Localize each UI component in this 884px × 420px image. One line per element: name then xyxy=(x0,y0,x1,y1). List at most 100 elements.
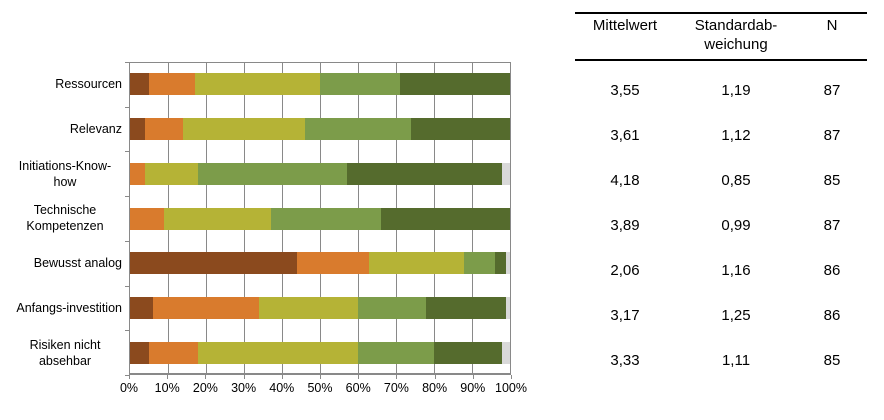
category-label: Ressourcen xyxy=(55,77,122,92)
category-label: Initiations-Know-how xyxy=(18,158,112,189)
table-row: 2,06 1,16 86 xyxy=(575,248,867,293)
statistics-table: Mittelwert Standardab-weichung N 3,55 1,1… xyxy=(575,12,867,383)
x-tick-label: 50% xyxy=(307,381,333,395)
x-tick-mark xyxy=(167,375,169,379)
table-cell-mittelwert: 2,06 xyxy=(610,261,640,279)
y-tick-mark xyxy=(125,285,129,287)
medium-green-segment xyxy=(198,162,347,185)
table-cell-sd: 0,85 xyxy=(721,171,751,189)
orange-segment xyxy=(149,341,199,364)
dark-green-segment xyxy=(346,162,503,185)
dark-brown-segment xyxy=(130,296,153,319)
bar-row xyxy=(130,73,510,96)
table-row: 3,55 1,19 87 xyxy=(575,68,867,113)
dark-green-segment xyxy=(399,73,510,96)
x-tick-label: 90% xyxy=(460,381,486,395)
dark-green-segment xyxy=(433,341,503,364)
category-axis: Ressourcen Relevanz Initiations-Know-how Te… xyxy=(0,62,122,375)
orange-segment xyxy=(145,118,184,141)
bar-row xyxy=(130,118,510,141)
table-cell-n: 87 xyxy=(823,81,841,99)
bar-row xyxy=(130,341,510,364)
x-tick-label: 10% xyxy=(154,381,180,395)
dark-brown-segment xyxy=(130,73,149,96)
light-gray-segment xyxy=(506,296,510,319)
x-tick-mark xyxy=(320,375,321,379)
medium-green-segment xyxy=(464,252,495,275)
dark-green-segment xyxy=(494,252,507,275)
orange-segment xyxy=(130,162,146,185)
table-cell-n: 86 xyxy=(823,306,841,324)
table-header-n: N xyxy=(826,17,838,34)
table-cell-n: 87 xyxy=(823,216,841,234)
table-cell-sd: 1,12 xyxy=(721,126,751,144)
table-cell-sd: 0,99 xyxy=(721,216,751,234)
medium-green-segment xyxy=(357,296,427,319)
y-tick-mark xyxy=(125,330,129,332)
orange-segment xyxy=(130,207,165,230)
dark-green-segment xyxy=(411,118,510,141)
table-row: 3,89 0,99 87 xyxy=(575,203,867,248)
y-tick-mark xyxy=(125,106,129,108)
dark-brown-segment xyxy=(130,118,146,141)
orange-segment xyxy=(152,296,260,319)
table-cell-sd: 1,16 xyxy=(721,261,751,279)
table-header-mittelwert: Mittelwert xyxy=(592,17,658,34)
x-tick-label: 60% xyxy=(345,381,371,395)
table-cell-mittelwert: 4,18 xyxy=(610,171,640,189)
bar-row xyxy=(130,252,510,275)
x-axis-labels: 0% 10% 20% 30% 40% 50% 60% 70% 80% 90% 100% xyxy=(120,381,527,397)
table-row: 4,18 0,85 85 xyxy=(575,158,867,203)
bar-row xyxy=(130,207,510,230)
light-gray-segment xyxy=(502,341,510,364)
orange-segment xyxy=(149,73,195,96)
table-cell-n: 85 xyxy=(823,351,841,369)
dark-green-segment xyxy=(426,296,507,319)
x-tick-mark xyxy=(129,375,130,379)
table-row: 3,33 1,11 85 xyxy=(575,338,867,383)
x-tick-label: 20% xyxy=(192,381,218,395)
table-cell-n: 86 xyxy=(823,261,841,279)
medium-green-segment xyxy=(357,341,434,364)
x-tick-mark xyxy=(243,375,245,379)
y-tick-mark xyxy=(125,240,129,242)
x-tick-label: 40% xyxy=(269,381,295,395)
table-header-row: Mittelwert Standardab-weichung N xyxy=(575,12,867,61)
bar-row xyxy=(130,296,510,319)
dark-green-segment xyxy=(380,207,510,230)
medium-green-segment xyxy=(319,73,400,96)
light-gray-segment xyxy=(502,162,510,185)
table-cell-sd: 1,19 xyxy=(721,81,751,99)
table-cell-mittelwert: 3,61 xyxy=(610,126,640,144)
table-cell-mittelwert: 3,17 xyxy=(610,306,640,324)
category-label: Technische Kompetenzen xyxy=(26,203,104,234)
x-tick-label: 80% xyxy=(422,381,448,395)
x-tick-mark xyxy=(281,375,283,379)
dark-brown-segment xyxy=(130,341,149,364)
medium-green-segment xyxy=(270,207,381,230)
yellow-green-segment xyxy=(259,296,358,319)
x-tick-label: 100% xyxy=(495,381,527,395)
table-row: 3,61 1,12 87 xyxy=(575,113,867,158)
table-cell-mittelwert: 3,89 xyxy=(610,216,640,234)
x-tick-label: 0% xyxy=(119,381,139,395)
x-tick-mark xyxy=(511,375,512,379)
bar-row xyxy=(130,162,510,185)
x-tick-label: 30% xyxy=(231,381,257,395)
orange-segment xyxy=(297,252,370,275)
table-cell-n: 85 xyxy=(823,171,841,189)
table-cell-mittelwert: 3,33 xyxy=(610,351,640,369)
yellow-green-segment xyxy=(164,207,271,230)
yellow-green-segment xyxy=(145,162,199,185)
yellow-green-segment xyxy=(198,341,358,364)
medium-green-segment xyxy=(304,118,412,141)
x-tick-mark xyxy=(396,375,398,379)
x-tick-mark xyxy=(358,375,360,379)
y-tick-mark xyxy=(125,196,129,198)
category-label: Risiken nicht absehbar xyxy=(29,337,101,368)
x-tick-mark xyxy=(434,375,436,379)
yellow-green-segment xyxy=(194,73,320,96)
plot-area xyxy=(129,62,511,375)
x-tick-label: 70% xyxy=(383,381,409,395)
